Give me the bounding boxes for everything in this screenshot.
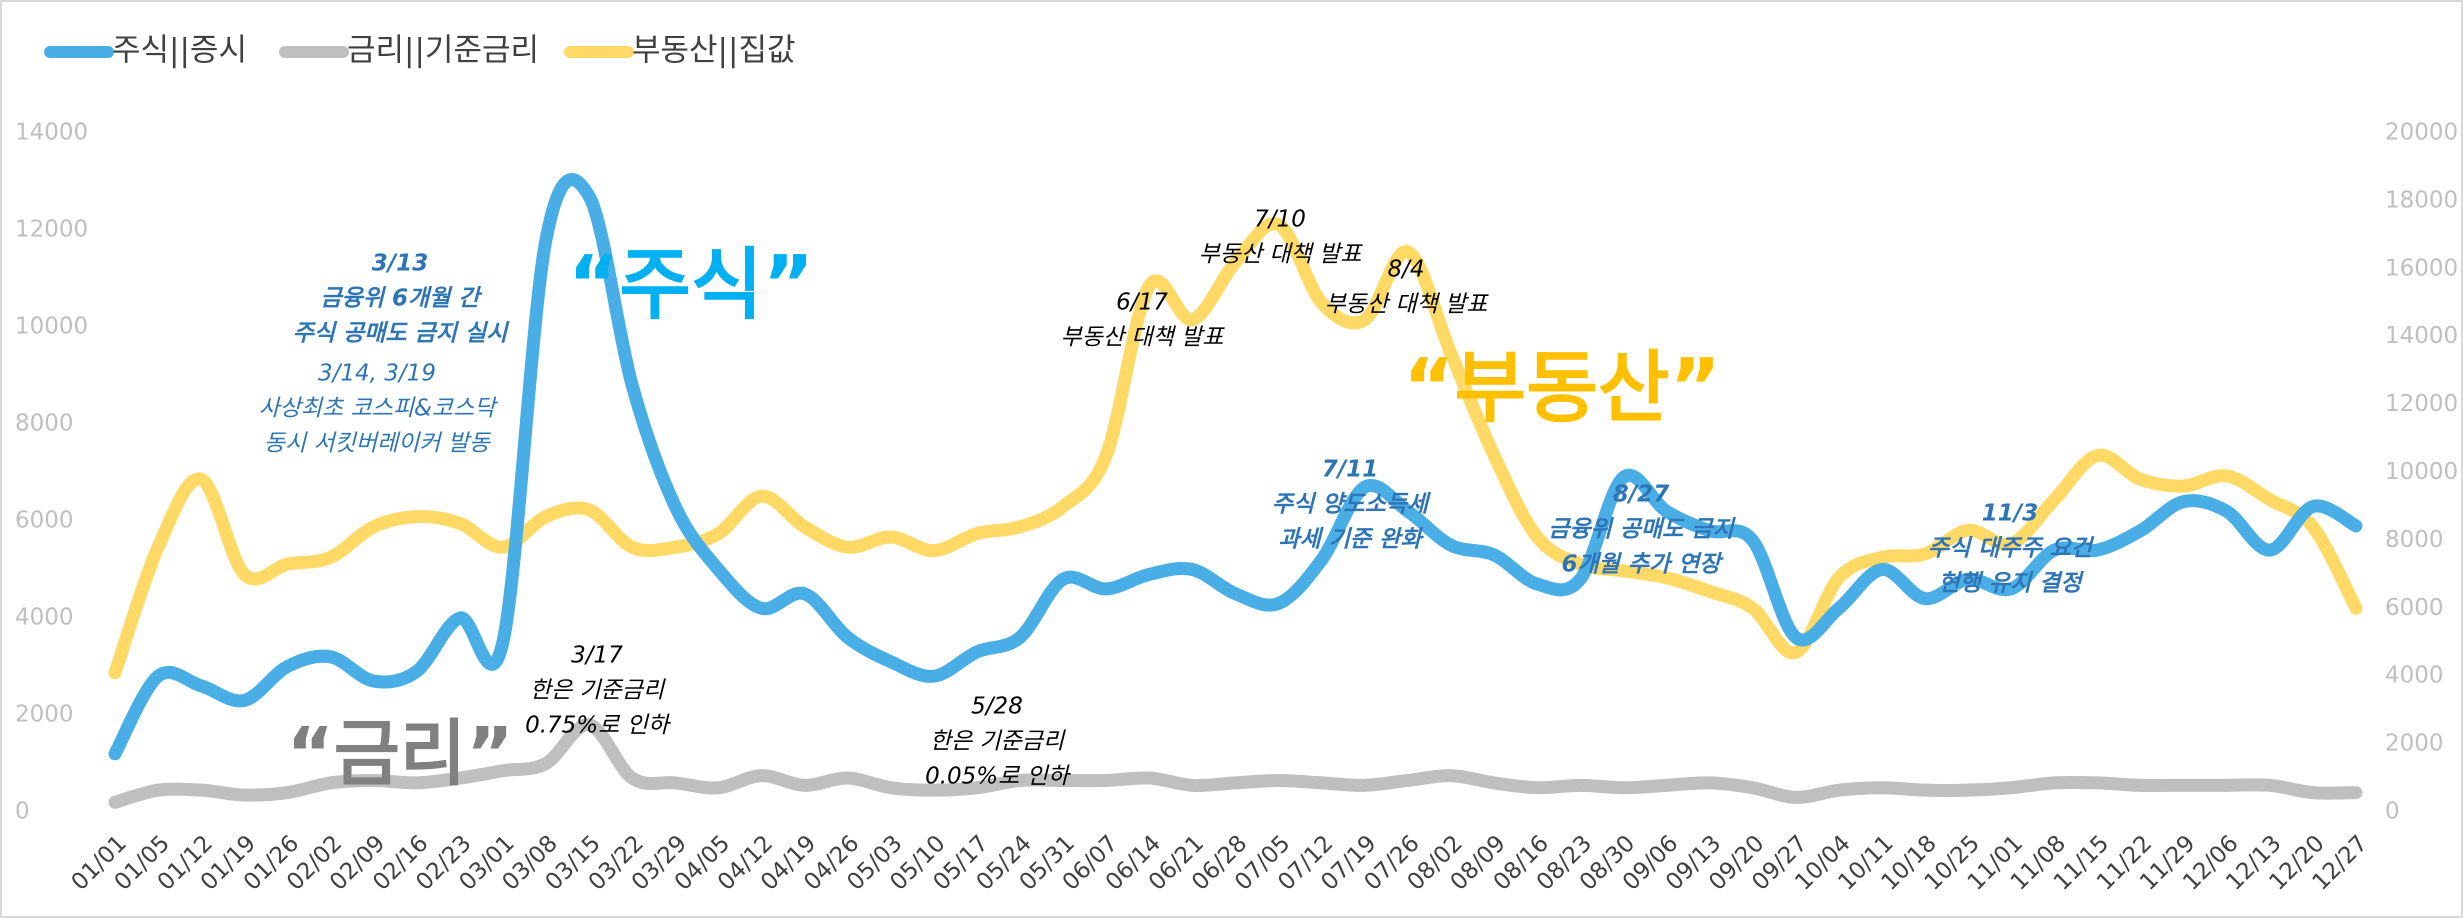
annotation: 금융위 6개월 간	[321, 286, 484, 312]
big-label: “부동산”	[1403, 343, 1721, 433]
annotation: 3/14, 3/19	[318, 361, 436, 387]
annotation: 5/28	[971, 694, 1023, 720]
annotation: 사상최초 코스피&코스닥	[259, 396, 499, 422]
y2-tick-label: 20000	[2385, 120, 2458, 146]
y2-tick-label: 14000	[2385, 323, 2458, 349]
y-tick-label: 2000	[15, 702, 74, 728]
annotation: 한은 기준금리	[530, 678, 666, 704]
y2-tick-label: 2000	[2385, 731, 2444, 757]
annotation: 3/17	[571, 643, 623, 669]
series-line	[108, 217, 2363, 680]
y2-tick-label: 16000	[2385, 255, 2458, 281]
annotation: 0.75%로 인하	[525, 713, 672, 739]
y-tick-label: 6000	[15, 508, 74, 534]
y-tick-label: 14000	[15, 120, 88, 146]
y2-tick-label: 10000	[2385, 459, 2458, 485]
annotation: 동시 서킷버레이커 발동	[264, 431, 492, 457]
legend-label: 부동산||집값	[632, 33, 796, 69]
y-tick-label: 4000	[15, 605, 74, 631]
annotation: 주식 대주주 요건	[1928, 536, 2095, 562]
annotation: 8/4	[1387, 257, 1424, 283]
series-line	[108, 718, 2363, 809]
y2-tick-label: 0	[2385, 799, 2400, 825]
y2-tick-label: 4000	[2385, 663, 2444, 689]
y-tick-label: 0	[15, 799, 30, 825]
annotation: 금융위 공매도 금지	[1548, 517, 1736, 543]
annotation: 3/13	[372, 251, 428, 277]
annotation: 0.05%로 인하	[925, 764, 1072, 790]
y2-tick-label: 18000	[2385, 187, 2458, 213]
annotation: 7/10	[1254, 207, 1306, 233]
y-tick-label: 8000	[15, 411, 74, 437]
annotation: 부동산 대책 발표	[1325, 292, 1490, 318]
annotation: 한은 기준금리	[930, 729, 1066, 755]
annotation: 주식 양도소득세	[1272, 492, 1432, 518]
annotation: 부동산 대책 발표	[1061, 325, 1226, 351]
annotation: 주식 공매도 금지 실시	[293, 321, 510, 347]
series-line	[108, 173, 2363, 761]
annotation: 현행 유지 결정	[1939, 571, 2085, 597]
annotation: 8/27	[1613, 482, 1669, 508]
legend-label: 금리||기준금리	[347, 33, 539, 69]
legend-label: 주식||증시	[112, 33, 247, 69]
y-tick-label: 10000	[15, 314, 88, 340]
annotation: 11/3	[1982, 501, 2038, 527]
big-label: “주식”	[568, 240, 814, 330]
y-tick-label: 12000	[15, 217, 88, 243]
annotation: 6/17	[1116, 290, 1168, 316]
annotation: 과세 기준 완화	[1279, 527, 1425, 553]
y2-tick-label: 6000	[2385, 595, 2444, 621]
annotation: 부동산 대책 발표	[1199, 242, 1364, 268]
annotation: 7/11	[1322, 457, 1378, 483]
annotation: 6개월 추가 연장	[1562, 552, 1725, 578]
big-label: “금리”	[286, 712, 513, 796]
y2-tick-label: 8000	[2385, 527, 2444, 553]
y2-tick-label: 12000	[2385, 391, 2458, 417]
